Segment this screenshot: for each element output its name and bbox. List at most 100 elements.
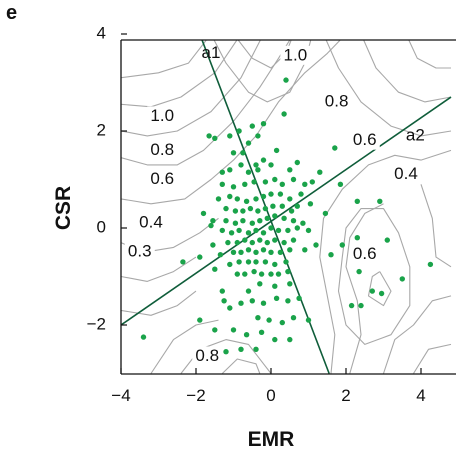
data-point: [249, 239, 255, 246]
contour-line: [213, 40, 312, 103]
data-point: [240, 208, 246, 214]
data-point: [281, 239, 287, 246]
data-point: [210, 242, 216, 248]
data-point: [249, 220, 255, 226]
data-point: [290, 315, 297, 321]
data-point: [236, 128, 242, 134]
contour-line: [221, 358, 261, 374]
data-point: [208, 222, 214, 229]
data-point: [294, 203, 300, 209]
data-point: [287, 281, 293, 287]
data-point: [262, 259, 269, 265]
data-point: [180, 259, 186, 265]
data-point: [283, 259, 289, 265]
data-point: [245, 230, 252, 236]
data-point: [307, 201, 314, 207]
data-point: [294, 225, 300, 231]
data-point: [247, 205, 254, 212]
y-tick-label: −2: [87, 314, 106, 333]
data-point: [285, 227, 291, 234]
data-point: [283, 77, 289, 83]
data-point: [236, 259, 242, 265]
contour-label: 0.3: [128, 242, 152, 261]
contour-label-bg: [147, 106, 178, 126]
x-tick-label: 4: [416, 386, 425, 405]
contour-label-bg: [321, 91, 352, 111]
data-point: [232, 208, 239, 214]
axis-line-label: a2: [406, 125, 425, 144]
data-point: [268, 162, 274, 168]
data-point: [262, 179, 269, 185]
data-point: [240, 150, 246, 156]
x-tick-label: −4: [111, 386, 130, 405]
data-point: [243, 332, 250, 338]
data-point: [230, 184, 237, 190]
data-point: [268, 271, 274, 277]
data-point: [275, 271, 282, 277]
data-point: [273, 147, 280, 154]
contour-label: 0.6: [353, 130, 377, 149]
data-point: [337, 181, 344, 187]
data-point: [215, 196, 222, 202]
data-point: [255, 208, 261, 214]
data-point: [279, 203, 285, 209]
contour-label-bg: [124, 242, 155, 262]
data-point: [272, 336, 278, 343]
data-point: [399, 276, 405, 282]
data-point: [242, 181, 248, 187]
data-point: [287, 247, 293, 253]
data-point: [228, 230, 235, 236]
data-point: [258, 271, 265, 277]
data-point: [255, 315, 261, 321]
data-point: [305, 317, 312, 323]
data-point: [260, 193, 267, 200]
x-tick-label: 0: [266, 386, 275, 405]
data-point: [294, 159, 300, 166]
data-point: [245, 259, 252, 265]
axis-lines-layer: [121, 40, 452, 374]
contour-line: [420, 184, 452, 268]
data-point: [249, 298, 255, 304]
data-point: [236, 227, 242, 234]
contour-line: [345, 203, 384, 374]
data-point: [219, 169, 225, 175]
contour-line: [121, 290, 197, 316]
data-point: [268, 225, 274, 231]
data-point: [378, 290, 385, 297]
data-point: [253, 249, 259, 255]
data-point: [238, 300, 244, 306]
data-point: [230, 327, 237, 333]
data-point: [212, 135, 218, 141]
plot-frame: [120, 39, 456, 375]
data-point: [268, 191, 274, 197]
data-point: [255, 133, 261, 139]
contour-line: [325, 40, 452, 137]
contour-label: 1.0: [150, 106, 174, 125]
data-point: [223, 349, 229, 355]
contour-label-bg: [192, 346, 223, 366]
data-point: [262, 205, 269, 212]
data-point: [234, 239, 240, 246]
contour-label-bg: [147, 140, 178, 160]
contour-label: 0.8: [195, 346, 219, 365]
data-point: [140, 334, 147, 340]
data-point: [275, 227, 282, 234]
data-point: [253, 227, 259, 234]
data-point: [221, 298, 227, 304]
data-point: [264, 239, 270, 246]
data-point: [279, 181, 285, 187]
data-point: [348, 302, 355, 309]
data-point: [232, 220, 239, 226]
contour-label-bg: [391, 164, 421, 184]
data-point: [285, 268, 291, 275]
data-point: [287, 336, 293, 343]
y-tick-label: 0: [97, 217, 106, 236]
data-point: [223, 218, 229, 224]
data-point: [234, 196, 240, 202]
data-point: [288, 208, 295, 214]
data-point: [266, 317, 272, 323]
data-point: [260, 157, 267, 163]
data-point: [251, 268, 257, 275]
data-point: [219, 288, 225, 294]
data-point: [253, 196, 259, 202]
